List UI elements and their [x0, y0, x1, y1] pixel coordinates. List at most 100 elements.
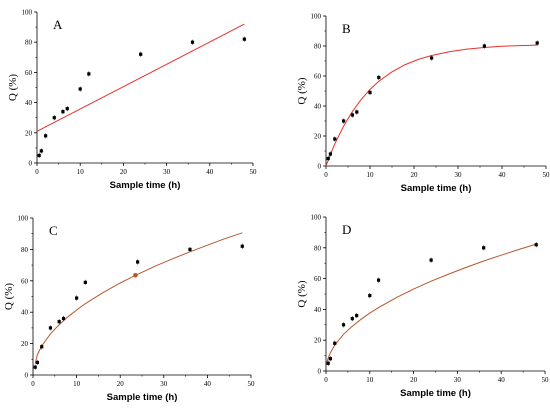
data-point	[66, 107, 69, 110]
fit-curve	[326, 45, 537, 166]
fit-curve	[37, 24, 244, 131]
data-point	[351, 113, 354, 116]
y-tick-label: 80	[21, 246, 29, 254]
data-point	[535, 243, 538, 246]
x-tick-label: 10	[73, 380, 81, 388]
data-point	[61, 110, 64, 113]
data-point	[62, 317, 65, 320]
y-tick-label: 0	[25, 372, 29, 380]
x-tick-label: 30	[163, 168, 171, 176]
x-tick-label: 30	[455, 171, 463, 179]
y-tick-label: 20	[314, 133, 322, 141]
data-point	[368, 91, 371, 94]
data-point	[327, 362, 330, 365]
x-tick-label: 0	[324, 171, 328, 179]
y-tick-label: 60	[314, 73, 322, 81]
y-tick-label: 60	[25, 69, 33, 77]
x-axis-title: Sample time (h)	[107, 392, 178, 403]
y-tick-label: 100	[22, 9, 33, 17]
x-tick-label: 20	[120, 168, 128, 176]
x-tick-label: 10	[367, 171, 375, 179]
data-point	[38, 154, 41, 157]
y-axis-title: Q (%)	[7, 74, 19, 102]
data-point	[342, 119, 345, 122]
data-point	[377, 76, 380, 79]
fit-marker	[133, 273, 138, 278]
y-tick-label: 0	[318, 163, 322, 171]
y-tick-label: 60	[314, 275, 322, 283]
x-tick-label: 40	[499, 171, 507, 179]
x-tick-label: 50	[248, 380, 256, 388]
y-tick-label: 40	[314, 306, 322, 314]
data-point	[342, 323, 345, 326]
x-tick-label: 40	[204, 380, 212, 388]
data-point	[329, 152, 332, 155]
y-tick-label: 20	[21, 340, 29, 348]
data-point	[355, 314, 358, 317]
data-point	[84, 281, 87, 284]
x-tick-label: 50	[250, 168, 258, 176]
x-axis-title: Sample time (h)	[400, 388, 471, 399]
data-point	[536, 41, 539, 44]
data-point	[333, 137, 336, 140]
data-point	[191, 41, 194, 44]
y-axis-title: Q (%)	[296, 280, 308, 308]
data-point	[243, 38, 246, 41]
data-point	[351, 317, 354, 320]
data-point	[87, 72, 90, 75]
x-tick-label: 20	[411, 171, 419, 179]
x-tick-label: 0	[35, 168, 39, 176]
data-point	[327, 157, 330, 160]
data-point	[40, 345, 43, 348]
y-tick-label: 20	[314, 337, 322, 345]
y-axis-title: Q (%)	[296, 77, 308, 105]
x-tick-label: 20	[117, 380, 125, 388]
data-point	[58, 320, 61, 323]
data-point	[139, 53, 142, 56]
data-point	[44, 134, 47, 137]
x-tick-label: 10	[77, 168, 85, 176]
panel-label: C	[49, 223, 58, 238]
data-point	[430, 56, 433, 59]
data-point	[188, 248, 191, 251]
y-tick-label: 80	[314, 244, 322, 252]
y-tick-label: 20	[25, 129, 33, 137]
x-tick-label: 20	[410, 376, 418, 384]
y-tick-label: 0	[29, 160, 33, 168]
y-tick-label: 80	[314, 43, 322, 51]
fit-curve	[35, 233, 242, 364]
data-point	[36, 361, 39, 364]
data-point	[377, 279, 380, 282]
panel-label: A	[53, 17, 63, 32]
x-tick-label: 50	[543, 171, 550, 179]
data-point	[333, 342, 336, 345]
y-tick-label: 100	[18, 215, 29, 223]
x-tick-label: 40	[498, 376, 506, 384]
data-point	[483, 44, 486, 47]
x-tick-label: 0	[324, 376, 328, 384]
data-point	[241, 245, 244, 248]
y-tick-label: 100	[311, 214, 322, 222]
data-point	[49, 326, 52, 329]
data-point	[40, 149, 43, 152]
x-tick-label: 10	[366, 376, 374, 384]
y-tick-label: 80	[25, 39, 33, 47]
data-point	[329, 357, 332, 360]
x-tick-label: 30	[160, 380, 168, 388]
panel-label: B	[342, 21, 351, 36]
y-tick-label: 40	[21, 309, 29, 317]
data-point	[79, 87, 82, 90]
x-axis-title: Sample time (h)	[110, 180, 181, 191]
panel-label: D	[342, 222, 351, 237]
data-point	[53, 116, 56, 119]
y-axis-title: Q (%)	[3, 283, 15, 311]
data-point	[355, 110, 358, 113]
x-tick-label: 50	[542, 376, 550, 384]
y-tick-label: 100	[311, 13, 322, 21]
